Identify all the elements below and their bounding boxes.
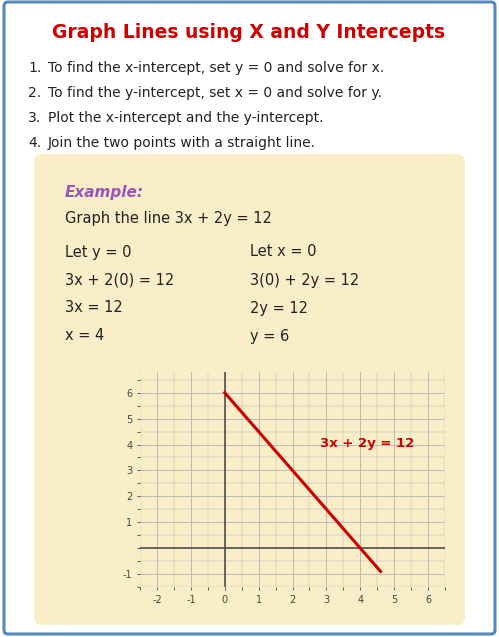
FancyBboxPatch shape (4, 2, 495, 634)
Text: 3(0) + 2y = 12: 3(0) + 2y = 12 (250, 273, 359, 287)
Text: 2.: 2. (28, 86, 41, 100)
Text: To find the x-intercept, set y = 0 and solve for x.: To find the x-intercept, set y = 0 and s… (48, 61, 384, 75)
Text: 1.: 1. (28, 61, 41, 75)
Text: Graph the line 3x + 2y = 12: Graph the line 3x + 2y = 12 (65, 210, 272, 225)
Text: To find the y-intercept, set x = 0 and solve for y.: To find the y-intercept, set x = 0 and s… (48, 86, 382, 100)
Text: Plot the x-intercept and the y-intercept.: Plot the x-intercept and the y-intercept… (48, 111, 323, 125)
Text: 3x = 12: 3x = 12 (65, 301, 123, 315)
Text: Join the two points with a straight line.: Join the two points with a straight line… (48, 136, 316, 150)
FancyBboxPatch shape (34, 154, 465, 625)
Text: Graph Lines using X and Y Intercepts: Graph Lines using X and Y Intercepts (52, 22, 446, 41)
Text: 3.: 3. (28, 111, 41, 125)
Text: Let y = 0: Let y = 0 (65, 245, 132, 259)
Text: x = 4: x = 4 (65, 329, 104, 343)
Text: 3x + 2y = 12: 3x + 2y = 12 (320, 437, 414, 450)
Text: Example:: Example: (65, 185, 144, 199)
Text: 3x + 2(0) = 12: 3x + 2(0) = 12 (65, 273, 174, 287)
Text: 4.: 4. (28, 136, 41, 150)
Text: 2y = 12: 2y = 12 (250, 301, 308, 315)
Text: y = 6: y = 6 (250, 329, 289, 343)
Text: Let x = 0: Let x = 0 (250, 245, 316, 259)
